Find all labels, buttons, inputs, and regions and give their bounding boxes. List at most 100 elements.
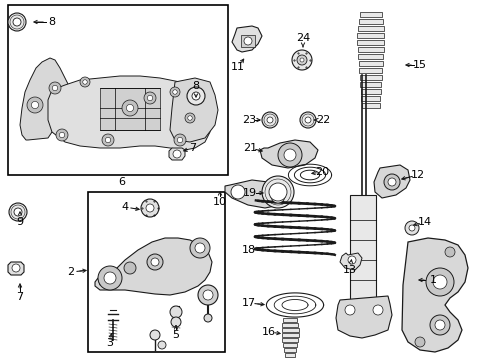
Circle shape xyxy=(104,272,116,284)
Bar xyxy=(282,338,297,342)
Polygon shape xyxy=(260,140,317,168)
Bar xyxy=(356,40,383,45)
Text: 4: 4 xyxy=(121,202,128,212)
Text: 12: 12 xyxy=(410,170,424,180)
Circle shape xyxy=(266,117,272,123)
Circle shape xyxy=(56,129,68,141)
Circle shape xyxy=(146,204,154,212)
Circle shape xyxy=(158,341,165,349)
Polygon shape xyxy=(20,58,70,140)
Circle shape xyxy=(345,305,354,315)
Text: 10: 10 xyxy=(213,197,226,207)
Bar xyxy=(359,12,381,17)
Bar xyxy=(357,47,383,52)
Bar xyxy=(8,5,227,175)
Circle shape xyxy=(198,285,218,305)
Circle shape xyxy=(171,317,181,327)
Bar xyxy=(282,328,298,332)
Circle shape xyxy=(102,134,114,146)
Text: 1: 1 xyxy=(428,275,436,285)
Text: 14: 14 xyxy=(417,217,431,227)
Text: 22: 22 xyxy=(315,115,329,125)
Circle shape xyxy=(444,247,454,257)
Text: 9: 9 xyxy=(17,217,23,227)
Text: 18: 18 xyxy=(242,245,256,255)
Text: 21: 21 xyxy=(243,143,257,153)
Bar xyxy=(360,96,379,101)
Text: 7: 7 xyxy=(189,143,196,153)
Circle shape xyxy=(122,100,138,116)
Text: 19: 19 xyxy=(243,188,257,198)
Bar xyxy=(349,195,375,305)
Bar xyxy=(357,54,382,59)
Circle shape xyxy=(203,314,212,322)
Text: 15: 15 xyxy=(412,60,426,70)
Text: 8: 8 xyxy=(192,81,199,91)
Circle shape xyxy=(268,183,286,201)
Polygon shape xyxy=(95,238,212,295)
Polygon shape xyxy=(224,180,285,208)
Text: 20: 20 xyxy=(314,167,328,177)
Circle shape xyxy=(296,55,306,65)
Text: 24: 24 xyxy=(295,33,309,43)
Bar xyxy=(283,318,296,322)
Circle shape xyxy=(151,258,159,266)
Circle shape xyxy=(174,134,185,146)
Circle shape xyxy=(8,13,26,31)
Text: 3: 3 xyxy=(106,338,113,348)
Circle shape xyxy=(27,97,43,113)
Circle shape xyxy=(414,337,424,347)
Circle shape xyxy=(52,85,58,91)
Bar xyxy=(285,353,294,357)
Circle shape xyxy=(434,320,444,330)
Text: 23: 23 xyxy=(242,115,256,125)
Circle shape xyxy=(372,305,382,315)
Text: 13: 13 xyxy=(342,265,356,275)
Circle shape xyxy=(170,87,180,97)
Circle shape xyxy=(9,203,27,221)
Circle shape xyxy=(432,275,446,289)
Circle shape xyxy=(184,113,195,123)
Polygon shape xyxy=(401,238,467,352)
Circle shape xyxy=(203,290,213,300)
Bar xyxy=(361,103,379,108)
Circle shape xyxy=(244,37,251,45)
Circle shape xyxy=(299,58,304,62)
Bar xyxy=(356,33,383,38)
Circle shape xyxy=(141,199,159,217)
Circle shape xyxy=(143,92,156,104)
Bar xyxy=(282,333,298,337)
Polygon shape xyxy=(339,253,361,270)
Bar xyxy=(241,35,254,47)
Polygon shape xyxy=(335,296,391,338)
Circle shape xyxy=(13,18,21,26)
Circle shape xyxy=(177,137,183,143)
Circle shape xyxy=(387,178,395,186)
Circle shape xyxy=(12,264,20,272)
Circle shape xyxy=(186,87,204,105)
Circle shape xyxy=(404,221,418,235)
Circle shape xyxy=(425,268,453,296)
Circle shape xyxy=(192,92,200,100)
Text: 6: 6 xyxy=(118,177,125,187)
Circle shape xyxy=(278,143,302,167)
Circle shape xyxy=(105,137,110,143)
Circle shape xyxy=(80,77,90,87)
Bar xyxy=(359,82,380,87)
Text: 11: 11 xyxy=(230,62,244,72)
Bar xyxy=(358,68,381,73)
Circle shape xyxy=(190,238,209,258)
Polygon shape xyxy=(100,88,160,130)
Bar xyxy=(284,348,295,352)
Text: 17: 17 xyxy=(242,298,256,308)
Circle shape xyxy=(170,306,182,318)
Circle shape xyxy=(270,189,285,203)
Text: 2: 2 xyxy=(67,267,74,277)
Circle shape xyxy=(291,50,311,70)
Circle shape xyxy=(49,82,61,94)
Circle shape xyxy=(230,185,244,199)
Circle shape xyxy=(262,176,293,208)
Circle shape xyxy=(98,266,122,290)
Polygon shape xyxy=(8,262,24,275)
Circle shape xyxy=(195,243,204,253)
